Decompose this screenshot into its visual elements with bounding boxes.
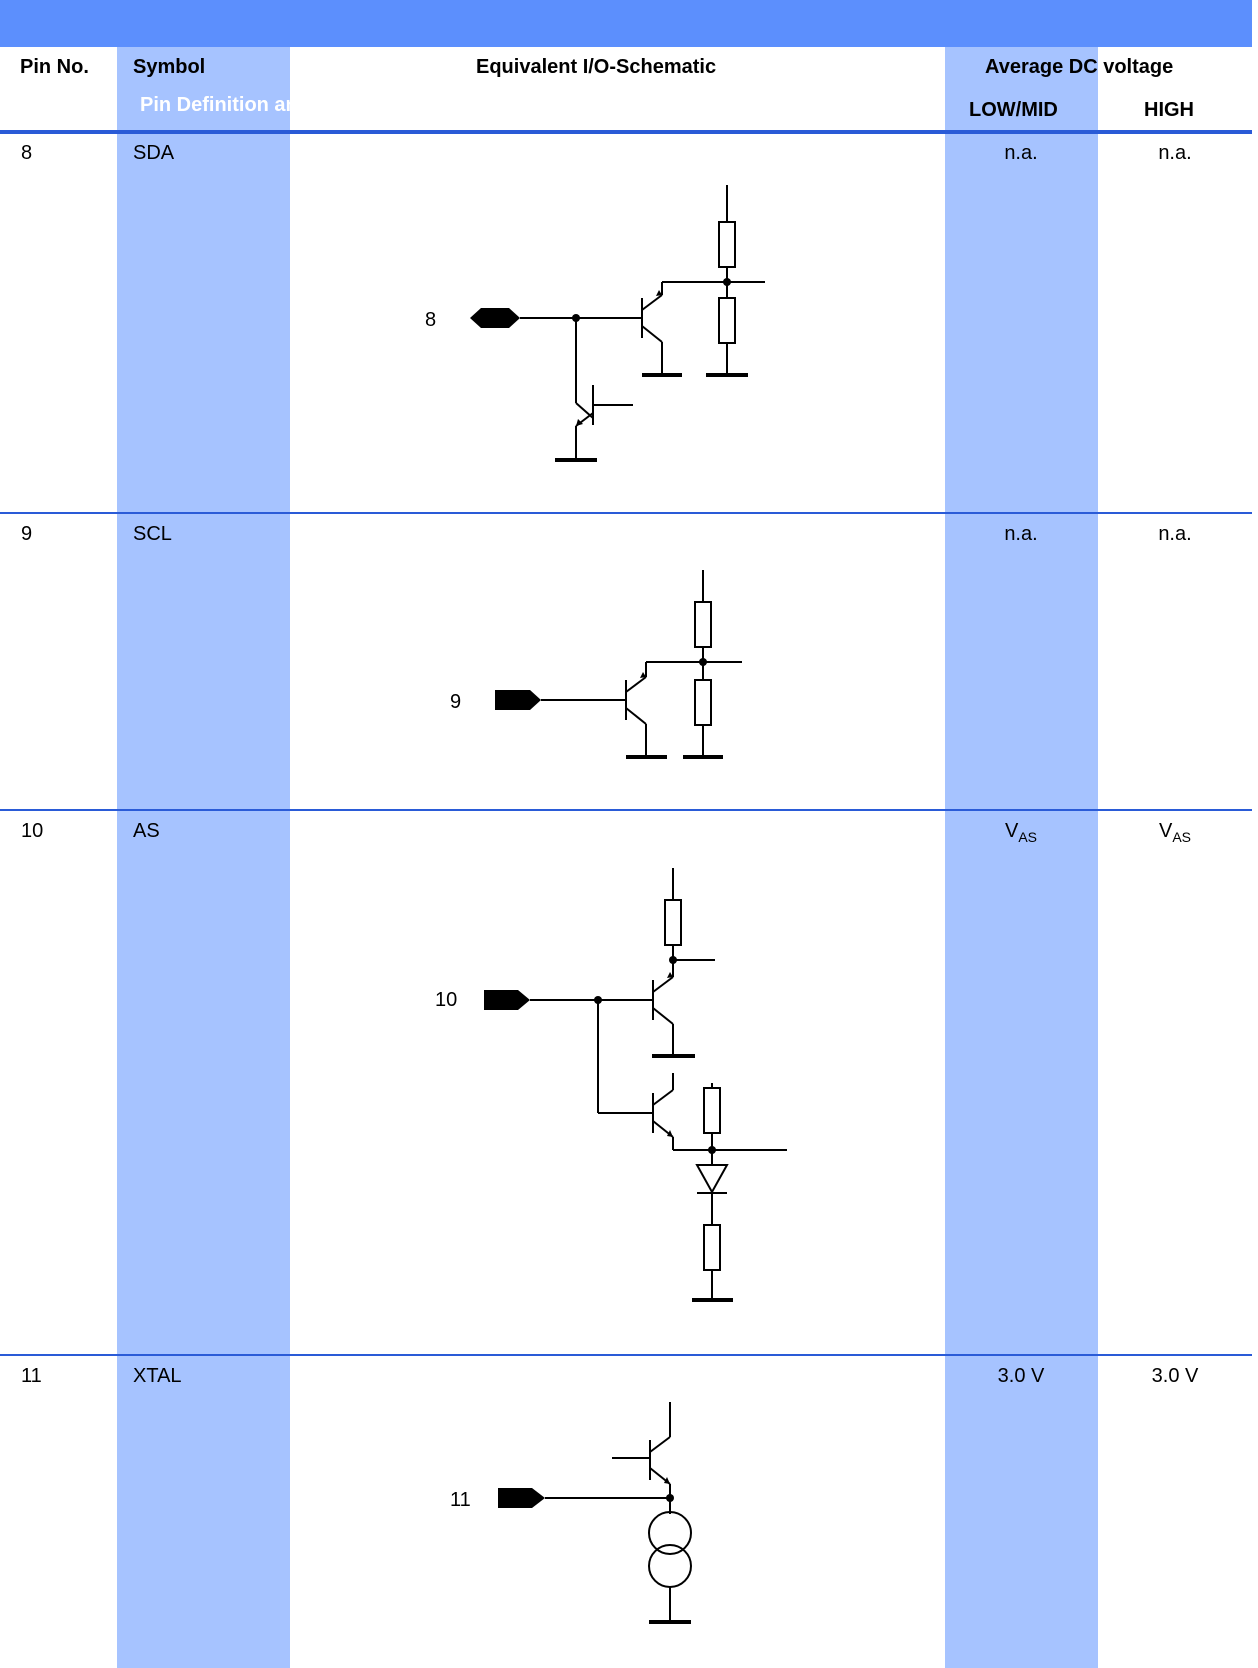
- header-rule: [0, 130, 1252, 134]
- table-title-bar: Table 3-1 Pin Definition and Function (c…: [0, 0, 1252, 116]
- header-pin-no: Pin No.: [20, 56, 89, 78]
- scl-schematic: 9: [450, 570, 742, 759]
- row-divider: [0, 1354, 1252, 1356]
- table-number: Table 3-1: [18, 52, 104, 74]
- row-9-high-value: n.a.: [1158, 523, 1192, 545]
- row-pin-8: 8: [21, 142, 33, 164]
- symbol-column-band: [117, 47, 290, 1668]
- sda-schematic: 8: [425, 185, 765, 462]
- sda-bidirectional-pin-icon: [470, 308, 520, 328]
- row-10-low-mid-value: VAS: [1004, 820, 1038, 845]
- as-input-pin-icon: [484, 990, 530, 1010]
- scl-input-pin-icon: [495, 690, 541, 710]
- row-divider: [0, 809, 1252, 811]
- sda-resistor-bottom: [718, 297, 736, 344]
- scl-pin-label: 9: [450, 691, 461, 713]
- as-schematic: 10: [435, 868, 787, 1302]
- header-low-mid: LOW/MID: [969, 99, 1058, 121]
- sda-pin-label: 8: [425, 309, 436, 331]
- xtal-schematic: 11: [450, 1402, 692, 1624]
- row-pin-9: 9: [21, 523, 33, 545]
- low-mid-column-band: [945, 47, 1098, 1668]
- row-8-low-mid-value: n.a.: [1004, 142, 1038, 164]
- row-11-high-value: 3.0 V: [1151, 1365, 1199, 1387]
- header-high: HIGH: [1144, 99, 1194, 121]
- as-diode-icon: [695, 1164, 729, 1195]
- header-symbol: Symbol: [133, 56, 206, 78]
- row-11-low-mid-value: 3.0 V: [997, 1365, 1045, 1387]
- row-symbol-as: AS: [133, 820, 160, 842]
- as-pin-label: 10: [435, 989, 457, 1011]
- row-symbol-scl: SCL: [133, 523, 172, 545]
- row-pin-10: 10: [21, 820, 44, 842]
- header-schematic: Equivalent I/O-Schematic: [476, 56, 717, 78]
- row-symbol-xtal: XTAL: [133, 1365, 182, 1387]
- row-9-low-mid-value: n.a.: [1004, 523, 1038, 545]
- xtal-input-pin-icon: [498, 1488, 545, 1508]
- row-8-high-value: n.a.: [1158, 142, 1192, 164]
- row-divider: [0, 512, 1252, 514]
- row-10-high-value: VAS: [1158, 820, 1192, 845]
- row-pin-11: 11: [21, 1365, 42, 1387]
- row-symbol-sda: SDA: [133, 142, 175, 164]
- xtal-current-source-icon: [648, 1511, 692, 1555]
- header-average-dc-voltage: Average DC voltage: [985, 56, 1174, 78]
- xtal-pin-label: 11: [450, 1489, 471, 1511]
- table-title: Pin Definition and Function (continued): [140, 94, 515, 116]
- sda-resistor-top: [718, 221, 736, 268]
